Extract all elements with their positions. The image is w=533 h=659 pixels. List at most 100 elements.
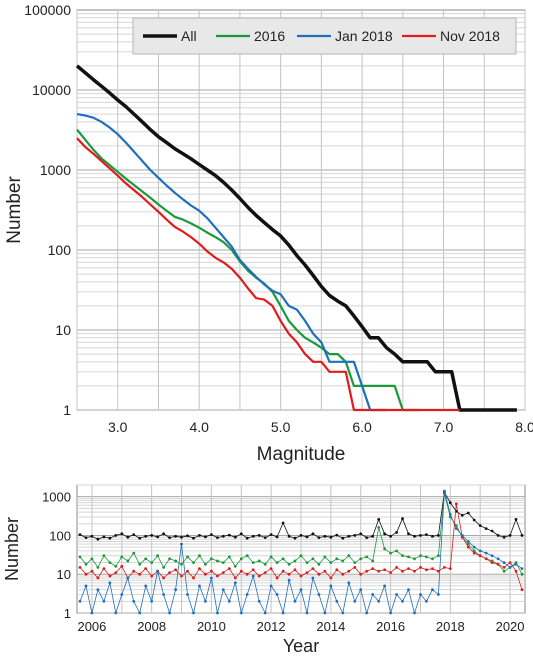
data-point [466,542,470,546]
data-point [245,554,249,558]
data-point [96,588,100,592]
data-point [401,554,404,558]
data-point [221,588,225,592]
data-point [305,561,309,564]
data-point [120,555,124,559]
data-point [90,534,94,538]
data-point [293,568,297,572]
data-point [198,534,201,537]
data-point [371,534,375,538]
data-point [108,581,112,585]
y-tick-label: 100000 [24,2,71,18]
data-point [401,599,404,603]
data-point [437,534,440,537]
data-point [180,562,183,566]
x-tick-label: 8.0 [515,419,533,435]
data-point [377,518,381,521]
data-point [227,599,231,603]
data-point [425,533,428,536]
data-point [162,576,166,580]
data-point [472,518,476,522]
bottom-grid [77,484,525,614]
data-point [78,599,82,603]
data-point [448,513,452,516]
data-point [239,557,243,561]
year-chart: 2006 2008 2010 2012 2014 2016 2018 2020 1101001… [2,484,526,656]
data-point [293,536,297,540]
data-point [204,572,207,576]
data-point [150,574,154,578]
data-point [407,532,410,536]
data-point [186,593,189,596]
data-point [520,588,524,592]
data-point [389,611,392,615]
data-point [347,569,351,573]
data-point [448,567,452,570]
data-point [383,532,386,536]
series-line-jan-2018 [76,113,387,412]
data-point [395,531,398,534]
data-point [311,576,315,580]
data-point [419,566,422,569]
x-tick-label: 2010 [197,619,226,634]
data-point [413,534,416,538]
series-line-2016 [76,128,420,412]
data-point [156,554,160,558]
data-point [192,611,195,615]
data-point [162,566,166,569]
x-tick-label: 4.0 [189,419,209,435]
legend-label-nov-2018: Nov 2018 [440,28,500,44]
data-point [275,535,279,539]
x-tick-label: 2018 [436,619,465,634]
data-point [233,576,237,580]
y-tick-label: 1 [63,402,71,418]
data-point [419,534,422,537]
data-point [281,521,285,525]
data-point [472,551,476,555]
data-point [245,536,249,540]
data-point [502,561,506,564]
data-point [168,557,172,561]
data-point [502,569,506,573]
bottom-series-lines [78,489,524,615]
top-y-axis-title: Number [4,176,25,244]
x-tick-label: 2020 [496,619,525,634]
data-point [204,562,207,566]
data-point [323,569,327,573]
data-point [198,584,201,588]
data-point [263,611,267,615]
data-point [174,588,178,592]
data-point [347,554,351,558]
data-point [84,562,88,566]
data-point [395,549,398,553]
data-point [239,532,243,536]
data-point [144,534,148,538]
data-point [180,542,183,546]
data-point [210,576,213,580]
data-point [317,593,321,596]
data-point [389,571,392,574]
data-point [281,569,285,573]
data-point [425,599,428,603]
data-point [484,557,488,561]
data-point [174,534,178,538]
data-point [371,559,375,563]
data-point [395,593,398,596]
legend-label-2016: 2016 [254,28,285,44]
data-point [323,611,327,615]
data-point [329,584,333,588]
data-point [317,536,321,539]
data-point [454,502,458,506]
data-point [144,567,148,570]
data-point [126,576,130,580]
data-point [257,534,261,537]
data-point [239,569,243,573]
data-point [329,561,333,564]
x-tick-label: 2014 [316,619,345,634]
data-point [216,559,219,563]
data-point [132,551,136,555]
data-point [114,534,118,537]
data-point [287,578,291,582]
data-point [233,564,237,568]
data-point [275,576,279,580]
